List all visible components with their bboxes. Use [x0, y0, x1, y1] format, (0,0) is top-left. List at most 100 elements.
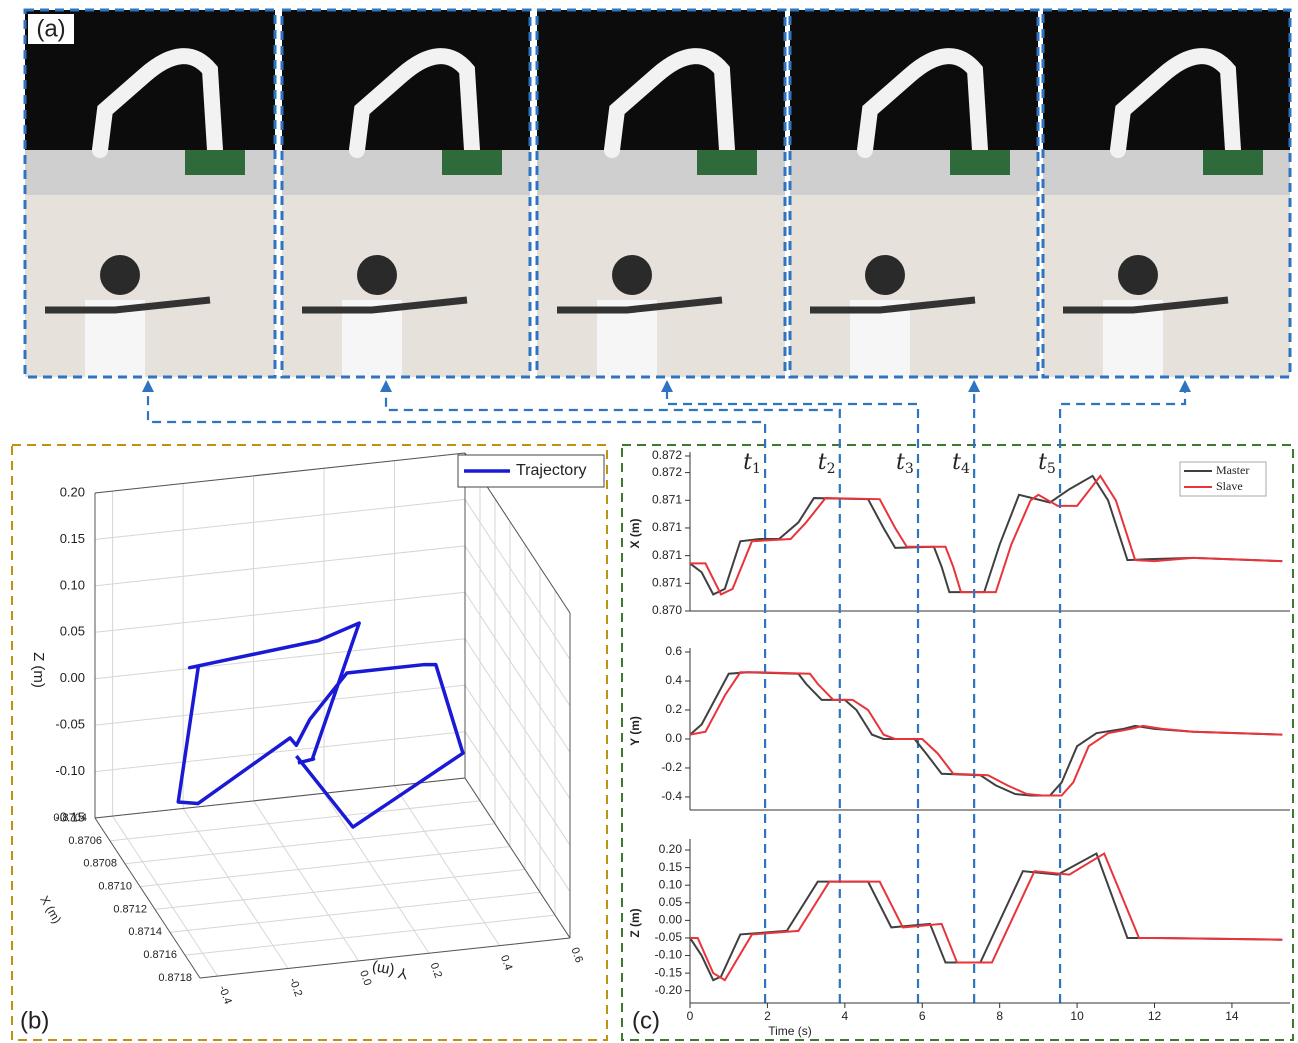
legend-label: Slave: [1216, 479, 1243, 493]
x-tick-label: 0.8716: [143, 949, 177, 961]
x-tick-label: 2: [764, 1009, 771, 1023]
grid-line: [110, 801, 480, 841]
y-tick-label: -0.20: [655, 983, 683, 997]
base: [1203, 150, 1263, 175]
y-tick-label: 0.872: [652, 448, 682, 462]
y-tick-label: 0.00: [659, 913, 683, 927]
y-tick-label: 0.871: [652, 575, 682, 589]
grid-line: [395, 786, 500, 946]
y-tick-label: -0.10: [655, 948, 683, 962]
x-tick-label: 0.8712: [113, 903, 147, 915]
series-line: [690, 672, 1282, 795]
y-tick-label: 0.871: [652, 520, 682, 534]
y-axis-label: X (m): [628, 518, 642, 548]
event-arrow: [661, 380, 673, 392]
x-tick-label: 0.8710: [98, 880, 132, 892]
axis-edge: [95, 453, 465, 493]
event-subscript: 5: [1047, 461, 1056, 477]
y-tick-label: -0.05: [655, 930, 683, 944]
head: [357, 255, 397, 295]
grid-line: [254, 801, 359, 961]
event-arrow: [142, 380, 154, 392]
page: (a) (b) (c) 0.200.150.100.050.00-0.05-0.…: [0, 0, 1298, 1043]
legend-label: Master: [1216, 463, 1249, 477]
base: [185, 150, 245, 175]
grid-line: [465, 499, 570, 659]
event-arrow: [1179, 380, 1191, 392]
event-line: [386, 382, 840, 1003]
y-axis-label: Z (m): [628, 908, 642, 937]
axis-label: Y (m): [371, 959, 410, 982]
figure: (a) (b) (c) 0.200.150.100.050.00-0.05-0.…: [0, 0, 1298, 1043]
grid-line: [95, 639, 465, 679]
y-tick-label: -0.4: [216, 984, 234, 1006]
grid-line: [170, 892, 540, 932]
head: [612, 255, 652, 295]
y-tick-label: 0.05: [659, 895, 683, 909]
x-tick-label: 0.8718: [158, 972, 192, 984]
y-tick-label: -0.2: [287, 976, 305, 998]
x-tick-label: 4: [841, 1009, 848, 1023]
panel-label: (c): [632, 1007, 660, 1034]
grid-line: [95, 732, 465, 772]
y-tick-label: 0.870: [652, 603, 682, 617]
x-tick-label: 0.8714: [128, 926, 162, 938]
event-arrow: [380, 380, 392, 392]
y-tick-label: 0.0: [665, 731, 682, 745]
z-tick-label: -0.10: [55, 763, 85, 778]
event-arrow: [968, 380, 980, 392]
y-tick-label: -0.15: [655, 965, 683, 979]
panel-label: (b): [20, 1007, 49, 1034]
series-line: [690, 854, 1282, 981]
head: [1118, 255, 1158, 295]
grid-line: [95, 592, 465, 632]
grid-line: [183, 808, 288, 968]
z-tick-label: 0.15: [60, 531, 85, 546]
y-tick-label: 0.20: [659, 842, 683, 856]
axis-edge: [95, 778, 465, 818]
z-tick-label: 0.20: [60, 484, 85, 499]
y-tick-label: -0.2: [661, 760, 682, 774]
grid-line: [185, 915, 555, 955]
x-tick-label: 6: [919, 1009, 926, 1023]
event-subscript: 1: [752, 461, 761, 477]
grid-line: [95, 546, 465, 586]
head: [865, 255, 905, 295]
event-subscript: 3: [905, 461, 914, 477]
grid-line: [95, 685, 465, 725]
y-tick-label: 0.871: [652, 492, 682, 506]
axis-label: Z (m): [30, 652, 47, 688]
legend-label: Trajectory: [516, 462, 587, 479]
y-tick-label: 0.10: [659, 877, 683, 891]
y-tick-label: 0.6: [568, 946, 585, 964]
y-tick-label: 0.15: [659, 860, 683, 874]
grid-line: [324, 793, 429, 953]
z-tick-label: 0.10: [60, 577, 85, 592]
photo-strip: [25, 10, 1290, 377]
base: [442, 150, 502, 175]
y-tick-label: 0.2: [665, 702, 682, 716]
grid-line: [465, 592, 570, 752]
z-tick-label: 0.05: [60, 624, 85, 639]
photo-bottom: [25, 195, 275, 377]
base: [697, 150, 757, 175]
y-tick-label: 0.4: [498, 954, 515, 972]
x-tick-label: 12: [1148, 1009, 1162, 1023]
x-tick-label: 14: [1225, 1009, 1239, 1023]
x-tick-label: 8: [996, 1009, 1003, 1023]
photo-bottom: [537, 195, 785, 377]
x-axis-label: Time (s): [768, 1024, 812, 1038]
series-line: [690, 854, 1282, 981]
y-axis-label: Y (m): [628, 716, 642, 746]
event-label: t5: [1038, 450, 1056, 477]
panel-c-frame: [622, 445, 1293, 1040]
event-label: t2: [818, 450, 836, 477]
event-label: t3: [896, 450, 914, 477]
y-tick-label: 0.6: [665, 644, 682, 658]
y-tick-label: -0.4: [661, 789, 682, 803]
event-label: t1: [743, 450, 761, 477]
x-tick-label: 0.8704: [53, 812, 87, 824]
grid-line: [95, 499, 465, 539]
event-subscript: 2: [827, 461, 836, 477]
z-tick-label: -0.05: [55, 717, 85, 732]
